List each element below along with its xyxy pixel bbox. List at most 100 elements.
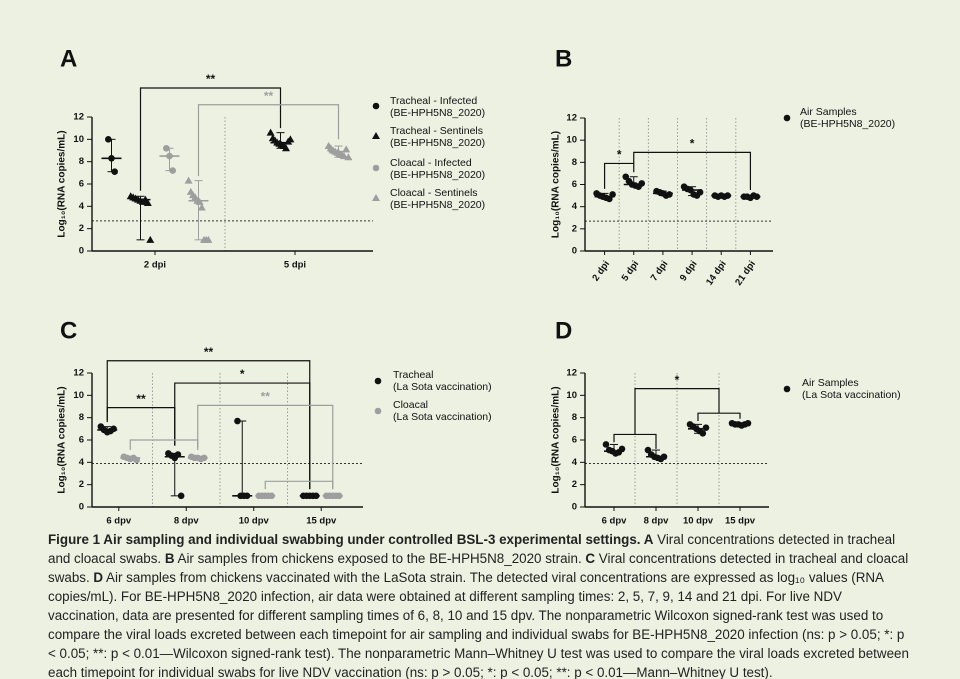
caption-text: B bbox=[164, 551, 175, 566]
data-point bbox=[286, 135, 295, 143]
data-point bbox=[177, 492, 185, 500]
panel-letter: D bbox=[555, 317, 572, 344]
x-tick-label: 8 dpv bbox=[174, 516, 200, 527]
legend-entry: Air Samples (BE-HPH5N8_2020) bbox=[800, 106, 896, 130]
y-tick-label: 12 bbox=[73, 368, 84, 379]
legend-entry: Tracheal - Infected (BE-HPH5N8_2020) bbox=[390, 95, 486, 119]
significance-bracket bbox=[139, 87, 282, 191]
data-point bbox=[702, 424, 710, 432]
y-tick-label: 0 bbox=[79, 246, 84, 257]
panel-letter: C bbox=[60, 317, 77, 344]
significance-label: * bbox=[675, 373, 680, 387]
data-point bbox=[638, 180, 646, 187]
significance-bracket bbox=[129, 439, 199, 451]
y-tick-label: 8 bbox=[79, 156, 84, 167]
data-point bbox=[602, 441, 610, 448]
x-tick-label: 2 dpi bbox=[590, 259, 612, 283]
data-point bbox=[169, 167, 176, 174]
y-tick-label: 6 bbox=[79, 435, 84, 446]
x-tick-label: 5 dpi bbox=[284, 260, 306, 271]
data-point bbox=[234, 417, 241, 425]
x-tick-label: 15 dpv bbox=[725, 516, 756, 527]
x-tick-label: 15 dpv bbox=[306, 516, 337, 527]
y-axis-title: Log₁₀(RNA copies/mL) bbox=[551, 386, 562, 493]
y-tick-label: 10 bbox=[566, 390, 577, 401]
y-tick-label: 2 bbox=[572, 223, 577, 234]
caption-text: D bbox=[93, 570, 104, 585]
significance-bracket bbox=[106, 407, 176, 446]
significance-label: ** bbox=[136, 392, 146, 406]
data-point bbox=[344, 153, 353, 161]
caption-text: Air samples from chickens vaccinated wit… bbox=[48, 570, 909, 679]
significance-bracket bbox=[633, 151, 752, 191]
panel-letter: A bbox=[60, 45, 77, 72]
x-tick-label: 2 dpi bbox=[144, 260, 166, 271]
legend-entry: Cloacal - Sentinels (BE-HPH5N8_2020) bbox=[390, 187, 486, 211]
caption-text: Figure 1 Air sampling and individual swa… bbox=[48, 532, 654, 547]
y-tick-label: 12 bbox=[566, 368, 577, 379]
data-point bbox=[163, 144, 170, 152]
y-tick-label: 4 bbox=[79, 201, 85, 212]
y-tick-label: 8 bbox=[572, 157, 577, 168]
significance-bracket bbox=[603, 162, 635, 189]
y-axis-title: Log₁₀(RNA copies/mL) bbox=[57, 130, 68, 237]
y-tick-label: 10 bbox=[73, 390, 84, 401]
legend-marker bbox=[374, 377, 382, 385]
significance-label: ** bbox=[261, 390, 271, 404]
y-tick-label: 2 bbox=[572, 479, 577, 490]
data-point bbox=[111, 168, 118, 176]
caption-text: C bbox=[585, 551, 596, 566]
y-tick-label: 0 bbox=[572, 246, 577, 257]
data-point bbox=[744, 419, 752, 427]
panel-letter: B bbox=[555, 45, 572, 72]
y-tick-label: 4 bbox=[79, 457, 85, 468]
legend-entry: Cloacal (La Sota vaccination) bbox=[393, 399, 492, 423]
data-point bbox=[143, 198, 152, 206]
x-tick-label: 14 dpi bbox=[704, 259, 729, 288]
y-tick-label: 6 bbox=[79, 179, 84, 190]
legend-marker bbox=[372, 194, 380, 201]
x-tick-label: 10 dpv bbox=[683, 516, 714, 527]
legend-marker bbox=[372, 164, 380, 172]
y-tick-label: 0 bbox=[79, 502, 84, 513]
legend-entry: Air Samples (La Sota vaccination) bbox=[802, 377, 901, 401]
significance-label: ** bbox=[206, 72, 216, 86]
data-point bbox=[340, 152, 348, 160]
caption-text: Viral concentrations detected in trachea… bbox=[48, 551, 909, 585]
significance-label: * bbox=[690, 137, 695, 151]
x-tick-label: 7 dpi bbox=[649, 259, 671, 283]
significance-label: ** bbox=[204, 345, 214, 359]
significance-label: * bbox=[617, 148, 622, 162]
significance-bracket bbox=[106, 360, 311, 490]
significance-bracket bbox=[197, 404, 334, 490]
y-tick-label: 10 bbox=[566, 135, 577, 146]
figure-caption: Figure 1 Air sampling and individual swa… bbox=[48, 530, 910, 679]
legend-marker bbox=[783, 385, 791, 393]
significance-bracket bbox=[634, 388, 720, 435]
legend-marker bbox=[783, 114, 791, 122]
data-point bbox=[342, 145, 351, 153]
data-point bbox=[110, 425, 117, 433]
legend-entry: Tracheal - Sentinels (BE-HPH5N8_2020) bbox=[390, 125, 486, 149]
y-axis-title: Log₁₀(RNA copies/mL) bbox=[57, 386, 68, 493]
data-point bbox=[666, 191, 673, 198]
x-tick-label: 6 dpv bbox=[602, 516, 628, 527]
data-point bbox=[266, 128, 275, 136]
data-point bbox=[204, 235, 213, 243]
y-tick-label: 4 bbox=[572, 201, 578, 212]
y-tick-label: 8 bbox=[79, 412, 84, 423]
x-tick-label: 6 dpv bbox=[106, 516, 132, 527]
y-tick-label: 12 bbox=[73, 112, 84, 123]
y-tick-label: 12 bbox=[566, 113, 577, 124]
legend-marker bbox=[374, 407, 382, 415]
legend-entry: Tracheal (La Sota vaccination) bbox=[393, 369, 492, 393]
x-tick-label: 9 dpi bbox=[678, 259, 700, 283]
x-tick-label: 21 dpi bbox=[733, 259, 758, 288]
y-tick-label: 6 bbox=[572, 435, 577, 446]
y-tick-label: 0 bbox=[572, 502, 577, 513]
data-point bbox=[699, 430, 707, 437]
caption-text: Viral concentrations detected in trachea… bbox=[48, 532, 896, 566]
legend-marker bbox=[372, 132, 380, 139]
